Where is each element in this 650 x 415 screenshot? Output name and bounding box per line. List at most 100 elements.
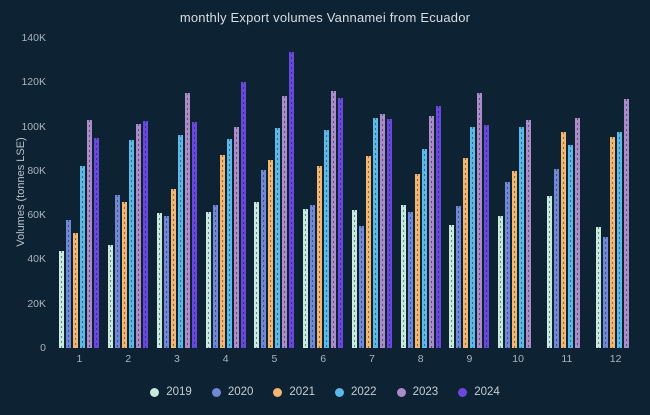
bar-2021-month-3[interactable] [170, 188, 176, 349]
bar-slot-2024-month-9 [484, 38, 490, 348]
month-group-5 [250, 38, 299, 349]
bar-2021-month-11[interactable] [560, 132, 566, 348]
bar-2019-month-12[interactable] [595, 227, 601, 348]
bar-2023-month-11[interactable] [574, 117, 580, 349]
bar-2020-month-12[interactable] [602, 237, 608, 348]
bar-2021-month-7[interactable] [365, 156, 371, 348]
bar-2022-month-10[interactable] [519, 126, 525, 349]
bar-2021-month-5[interactable] [268, 159, 274, 349]
bar-2022-month-11[interactable] [567, 145, 573, 348]
bar-2024-month-9[interactable] [484, 125, 490, 348]
bar-slot-2020-month-1 [66, 38, 72, 349]
bar-2022-month-9[interactable] [470, 126, 476, 349]
legend-item-2024[interactable]: 2024 [458, 386, 500, 398]
bar-slot-2023-month-8 [428, 38, 434, 348]
bar-2021-month-2[interactable] [122, 201, 128, 349]
bar-2020-month-6[interactable] [310, 205, 316, 348]
bar-2024-month-1[interactable] [94, 137, 100, 349]
bar-2022-month-4[interactable] [226, 138, 232, 349]
bar-slot-2024-month-2 [143, 38, 149, 348]
bar-2023-month-10[interactable] [526, 119, 532, 349]
bar-2021-month-8[interactable] [414, 174, 420, 348]
bar-2022-month-7[interactable] [372, 117, 378, 349]
month-group-11 [543, 38, 592, 349]
bar-slot-2024-month-8 [435, 38, 441, 349]
bar-2023-month-7[interactable] [379, 114, 385, 348]
bar-2021-month-12[interactable] [609, 136, 615, 349]
legend-item-2023[interactable]: 2023 [396, 386, 438, 398]
x-tick-label-3: 3 [173, 353, 180, 365]
bar-slot-2019-month-4 [205, 38, 211, 349]
bar-2019-month-10[interactable] [498, 216, 504, 348]
legend-item-2019[interactable]: 2019 [150, 386, 192, 398]
bar-2023-month-1[interactable] [87, 119, 93, 349]
legend-item-2020[interactable]: 2020 [211, 386, 253, 398]
bar-2024-month-2[interactable] [143, 121, 149, 348]
x-tick-label-7: 7 [368, 353, 375, 365]
bar-slot-2020-month-8 [407, 38, 413, 349]
bar-2019-month-9[interactable] [449, 225, 455, 348]
bar-2020-month-11[interactable] [553, 168, 559, 349]
x-tick-label-8: 8 [417, 353, 424, 365]
bar-2019-month-5[interactable] [254, 201, 260, 349]
x-axis-labels: 1 2 3 4 5 6 7 8 9 10 11 12 [55, 352, 640, 366]
bar-slot-2020-month-7 [358, 38, 364, 348]
month-group-10 [494, 38, 543, 349]
bar-2022-month-12[interactable] [616, 132, 622, 348]
y-tick-label-100K: 100K [21, 120, 46, 133]
bar-2023-month-4[interactable] [233, 126, 239, 349]
bar-2024-month-3[interactable] [191, 122, 197, 348]
bar-2021-month-6[interactable] [317, 166, 323, 348]
bar-2020-month-7[interactable] [358, 226, 364, 348]
bar-2022-month-8[interactable] [421, 148, 427, 349]
y-tick-label-20K: 20K [27, 297, 46, 310]
bar-2020-month-2[interactable] [115, 195, 121, 348]
legend-item-2021[interactable]: 2021 [273, 386, 315, 398]
bar-2021-month-10[interactable] [512, 170, 518, 349]
legend-dot-2023 [396, 387, 406, 397]
bar-2020-month-9[interactable] [456, 206, 462, 348]
bar-2020-month-5[interactable] [261, 169, 267, 349]
bar-2021-month-1[interactable] [73, 232, 79, 349]
bar-2024-month-7[interactable] [386, 118, 392, 349]
bar-2023-month-2[interactable] [136, 124, 142, 348]
bar-slot-2020-month-11 [553, 38, 559, 349]
bar-2019-month-2[interactable] [108, 245, 114, 348]
bar-2024-month-5[interactable] [289, 52, 295, 348]
bar-2023-month-6[interactable] [331, 91, 337, 348]
bar-slot-2021-month-10 [512, 38, 518, 349]
bar-2019-month-8[interactable] [400, 205, 406, 348]
legend-item-2022[interactable]: 2022 [335, 386, 377, 398]
bar-slot-2024-month-4 [240, 38, 246, 348]
bar-2019-month-6[interactable] [303, 208, 309, 348]
bar-2019-month-11[interactable] [546, 196, 552, 348]
bar-2024-month-4[interactable] [240, 82, 246, 348]
bar-2021-month-9[interactable] [463, 157, 469, 349]
bar-2019-month-4[interactable] [205, 211, 211, 349]
bar-2019-month-7[interactable] [351, 209, 357, 349]
bar-2019-month-3[interactable] [156, 212, 162, 349]
bar-2023-month-9[interactable] [477, 93, 483, 348]
bar-2024-month-6[interactable] [338, 97, 344, 349]
bar-slot-2024-month-11 [582, 38, 587, 348]
bar-2023-month-8[interactable] [428, 115, 434, 348]
bar-2021-month-4[interactable] [219, 155, 225, 348]
bar-2022-month-5[interactable] [275, 127, 281, 349]
bar-2020-month-10[interactable] [505, 181, 511, 349]
bar-2022-month-6[interactable] [324, 129, 330, 349]
bar-2020-month-3[interactable] [163, 216, 169, 348]
bar-2023-month-5[interactable] [282, 95, 288, 349]
bar-2019-month-1[interactable] [59, 250, 65, 349]
bar-slot-2022-month-11 [567, 38, 573, 348]
bar-2020-month-8[interactable] [407, 211, 413, 349]
bar-2024-month-8[interactable] [435, 105, 441, 349]
bar-2023-month-12[interactable] [623, 98, 629, 349]
y-tick-label-140K: 140K [21, 32, 46, 44]
bar-2023-month-3[interactable] [184, 93, 190, 348]
bar-2020-month-4[interactable] [212, 205, 218, 348]
bar-2022-month-3[interactable] [177, 135, 183, 348]
bar-2022-month-1[interactable] [80, 166, 86, 348]
bar-2020-month-1[interactable] [66, 219, 72, 349]
bar-2022-month-2[interactable] [129, 139, 135, 349]
